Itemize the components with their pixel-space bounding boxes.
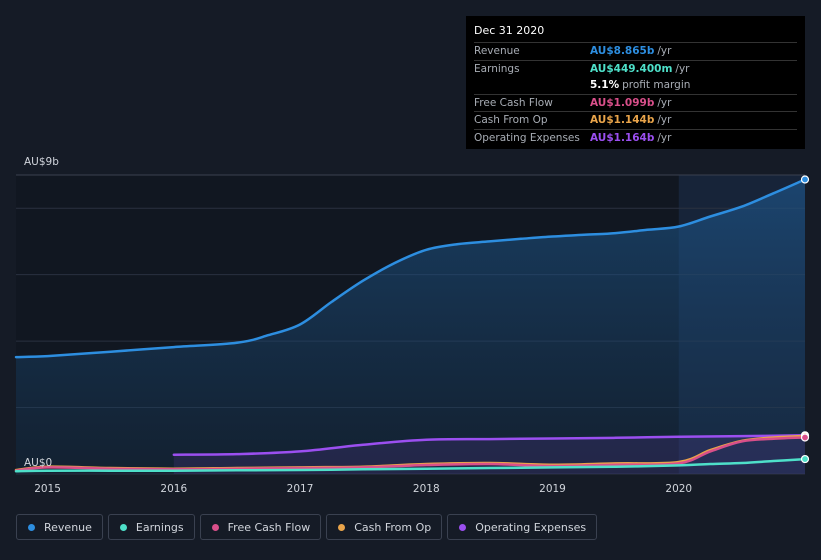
legend-dot-icon — [459, 523, 467, 531]
tooltip-row-unit: /yr — [657, 45, 672, 58]
tooltip-row-operating-expenses: Operating Expenses AU$1.164b/yr — [474, 128, 797, 147]
tooltip-row-unit: /yr — [657, 96, 672, 109]
y-axis-bottom-label: AU$0 — [24, 457, 52, 469]
tooltip-row-earnings: Earnings AU$449.400m/yr — [474, 59, 797, 78]
tooltip-row-label: Revenue — [474, 45, 520, 58]
tooltip-row-label: Operating Expenses — [474, 131, 580, 144]
chart-area: 2015 2016 2017 2018 2019 2020 AU$9b AU$0 — [14, 156, 810, 495]
tooltip-row-cash-from-op: Cash From Op AU$1.144b/yr — [474, 111, 797, 129]
legend-label: Operating Expenses — [475, 520, 587, 534]
legend-dot-icon — [119, 523, 127, 531]
series-endpoint-free-cash-flow — [800, 433, 810, 442]
y-axis-top-label: AU$9b — [24, 156, 59, 168]
tooltip-date: Dec 31 2020 — [474, 24, 545, 37]
series-line-operating-expenses — [172, 434, 807, 456]
legend-label: Free Cash Flow — [227, 520, 311, 534]
legend-label: Revenue — [44, 520, 92, 534]
series-endpoint-revenue — [800, 175, 810, 184]
tooltip-row-value: AU$1.164b — [590, 131, 655, 144]
x-tick-label: 2019 — [539, 483, 566, 495]
series-line-free-cash-flow — [14, 436, 807, 472]
legend-item-operating-expenses[interactable]: Operating Expenses — [447, 514, 598, 540]
series-area-revenue — [16, 179, 805, 474]
tooltip-row-value: AU$449.400m — [590, 62, 673, 75]
x-tick-label: 2018 — [413, 483, 440, 495]
tooltip-row-unit: /yr — [657, 131, 672, 144]
tooltip-row-value: 5.1% — [590, 79, 620, 92]
x-tick-label: 2017 — [287, 483, 314, 495]
series-layer — [14, 175, 810, 474]
tooltip-row-free-cash-flow: Free Cash Flow AU$1.099b/yr — [474, 93, 797, 112]
legend-label: Earnings — [135, 520, 184, 534]
tooltip-row-unit: /yr — [675, 62, 690, 75]
x-axis-ticks: 2015 2016 2017 2018 2019 2020 — [34, 483, 692, 495]
legend-item-revenue[interactable]: Revenue — [16, 514, 103, 540]
x-tick-label: 2015 — [34, 483, 61, 495]
tooltip-row-revenue: Revenue AU$8.865b/yr — [474, 42, 797, 60]
series-line-revenue — [14, 178, 807, 359]
tooltip-row-profit-margin: 5.1% profit margin — [474, 77, 797, 94]
tooltip-row-unit: /yr — [657, 114, 672, 127]
x-tick-label: 2020 — [665, 483, 692, 495]
legend-item-cash-from-op[interactable]: Cash From Op — [326, 514, 443, 540]
legend-dot-icon — [28, 523, 35, 531]
tooltip-row-unit: profit margin — [622, 79, 691, 92]
series-endpoint-earnings — [800, 454, 810, 464]
data-tooltip: Dec 31 2020 Revenue AU$8.865b/yr Earnings A… — [466, 16, 805, 149]
x-tick-label: 2016 — [160, 483, 187, 495]
tooltip-row-label: Earnings — [474, 62, 520, 75]
legend-item-earnings[interactable]: Earnings — [107, 514, 195, 540]
legend-dot-icon — [211, 523, 219, 531]
legend-label: Cash From Op — [354, 520, 432, 534]
tooltip-row-value: AU$1.144b — [590, 114, 655, 127]
tooltip-row-value: AU$8.865b — [590, 45, 655, 58]
tooltip-row-label: Free Cash Flow — [474, 96, 553, 109]
tooltip-row-label: Cash From Op — [474, 114, 548, 127]
tooltip-row-value: AU$1.099b — [590, 96, 655, 109]
legend: Revenue Earnings Free Cash Flow Cash From O… — [16, 514, 598, 540]
legend-item-free-cash-flow[interactable]: Free Cash Flow — [199, 514, 322, 540]
series-line-earnings — [14, 457, 807, 473]
legend-dot-icon — [338, 523, 346, 531]
